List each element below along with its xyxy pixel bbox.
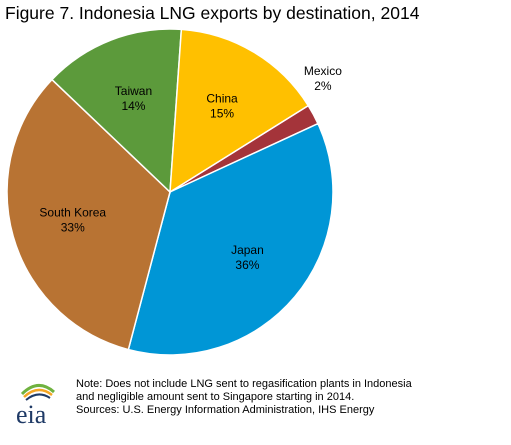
pie-slice-japan xyxy=(127,122,334,356)
slice-value-taiwan: 14% xyxy=(121,99,145,113)
slice-value-south-korea: 33% xyxy=(61,221,85,235)
pie-slice-south-korea xyxy=(6,78,171,351)
slice-label-japan: Japan xyxy=(231,243,264,257)
sources-line: Sources: U.S. Energy Information Adminis… xyxy=(76,404,375,416)
slice-label-taiwan: Taiwan xyxy=(115,84,152,98)
slice-value-japan: 36% xyxy=(235,258,259,272)
note-line-1: Note: Does not include LNG sent to regas… xyxy=(76,378,412,390)
note-line-2: and negligible amount sent to Singapore … xyxy=(76,391,355,403)
pie-slices xyxy=(6,28,334,356)
slice-label-china: China xyxy=(206,91,238,105)
slice-value-mexico: 2% xyxy=(314,79,332,93)
slice-label-mexico: Mexico xyxy=(304,64,342,78)
footnote: Note: Does not include LNG sent to regas… xyxy=(76,378,506,417)
eia-logo: eia xyxy=(16,384,55,428)
pie-slice-china xyxy=(169,28,310,194)
slice-label-south-korea: South Korea xyxy=(39,206,106,220)
chart-title: Figure 7. Indonesia LNG exports by desti… xyxy=(5,3,420,23)
pie-slice-taiwan xyxy=(50,28,183,194)
eia-logo-text: eia xyxy=(16,400,47,428)
slice-value-china: 15% xyxy=(210,106,234,120)
